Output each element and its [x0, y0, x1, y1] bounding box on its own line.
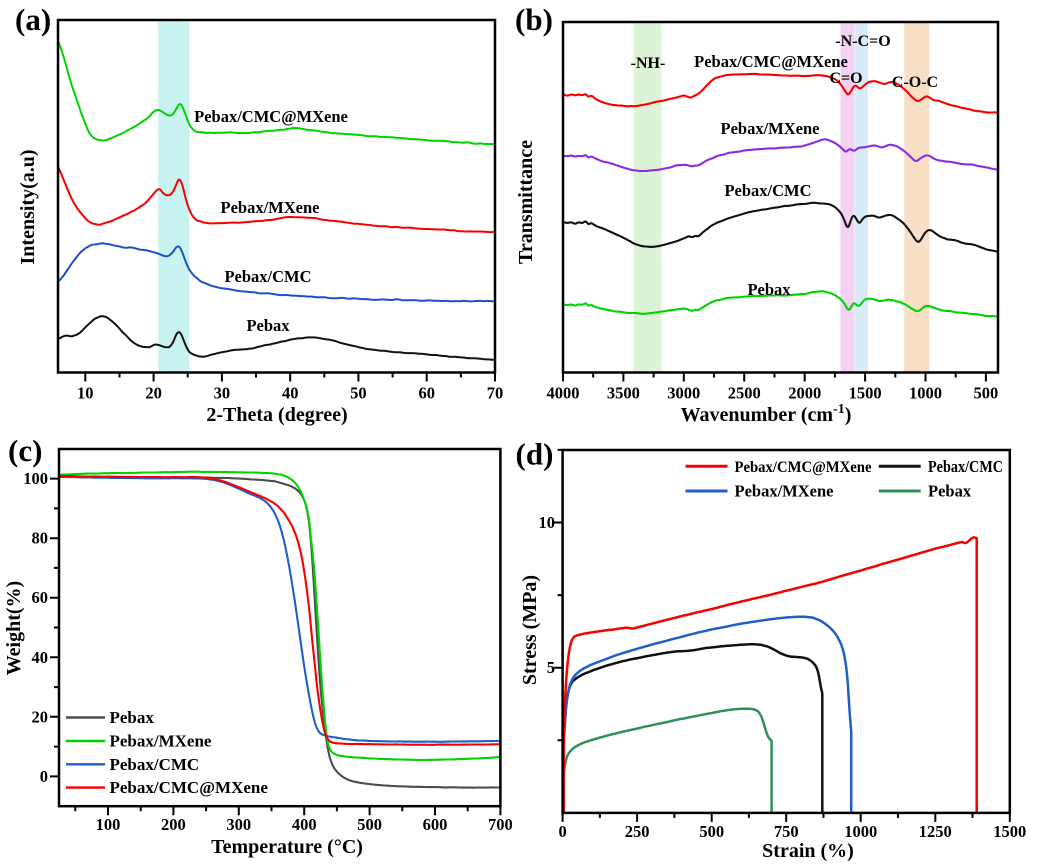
svg-text:-NH-: -NH- — [631, 55, 666, 72]
svg-text:(c): (c) — [8, 433, 42, 468]
svg-text:20: 20 — [145, 384, 162, 403]
svg-text:Pebax/CMC: Pebax/CMC — [724, 181, 811, 200]
svg-text:2000: 2000 — [788, 384, 821, 403]
svg-text:Pebax/CMC: Pebax/CMC — [928, 457, 1003, 476]
svg-text:Pebax/CMC@MXene: Pebax/CMC@MXene — [110, 778, 269, 797]
svg-text:0: 0 — [558, 822, 566, 841]
svg-text:Pebax: Pebax — [110, 708, 155, 727]
svg-text:Pebax/MXene: Pebax/MXene — [721, 119, 820, 138]
svg-text:0: 0 — [40, 767, 48, 786]
svg-text:1000: 1000 — [844, 822, 877, 841]
svg-text:Pebax/CMC: Pebax/CMC — [110, 755, 200, 774]
svg-text:40: 40 — [32, 648, 49, 667]
svg-text:Pebax: Pebax — [246, 316, 290, 335]
svg-text:40: 40 — [282, 384, 299, 403]
svg-text:70: 70 — [487, 384, 504, 403]
svg-text:500: 500 — [699, 822, 724, 841]
svg-text:700: 700 — [488, 815, 513, 834]
svg-text:1500: 1500 — [993, 822, 1026, 841]
svg-text:50: 50 — [350, 384, 367, 403]
svg-text:Intensity(a.u): Intensity(a.u) — [17, 149, 39, 264]
svg-text:1000: 1000 — [909, 384, 942, 403]
svg-text:(d): (d) — [516, 437, 554, 472]
svg-text:-N-C=O: -N-C=O — [835, 33, 890, 50]
svg-text:500: 500 — [974, 384, 999, 403]
svg-text:3500: 3500 — [607, 384, 640, 403]
svg-text:100: 100 — [96, 815, 121, 834]
svg-text:Pebax/CMC@MXene: Pebax/CMC@MXene — [194, 107, 348, 126]
svg-text:Pebax/MXene: Pebax/MXene — [735, 482, 834, 501]
svg-text:Pebax: Pebax — [928, 482, 972, 501]
svg-text:Temperature (°C): Temperature (°C) — [211, 836, 363, 858]
svg-text:Pebax: Pebax — [747, 280, 791, 299]
svg-text:500: 500 — [357, 815, 382, 834]
svg-text:20: 20 — [32, 707, 49, 726]
svg-text:4000: 4000 — [547, 384, 580, 403]
svg-text:3000: 3000 — [667, 384, 700, 403]
svg-text:600: 600 — [423, 815, 448, 834]
svg-text:(a): (a) — [15, 2, 51, 37]
svg-text:1250: 1250 — [919, 822, 952, 841]
svg-text:300: 300 — [226, 815, 251, 834]
svg-text:400: 400 — [292, 815, 317, 834]
svg-text:Stress (MPa): Stress (MPa) — [519, 575, 541, 685]
svg-text:60: 60 — [32, 588, 49, 607]
svg-text:Wavenumber (cm-1): Wavenumber (cm-1) — [681, 402, 852, 426]
svg-text:1500: 1500 — [849, 384, 882, 403]
svg-text:2-Theta (degree): 2-Theta (degree) — [206, 404, 347, 426]
svg-text:250: 250 — [625, 822, 650, 841]
svg-text:100: 100 — [23, 469, 48, 488]
svg-text:2500: 2500 — [728, 384, 761, 403]
svg-text:(b): (b) — [515, 2, 553, 37]
svg-text:Pebax/CMC@MXene: Pebax/CMC@MXene — [735, 459, 872, 476]
svg-text:Transmittance: Transmittance — [515, 140, 537, 264]
svg-text:10: 10 — [77, 384, 94, 403]
svg-text:30: 30 — [214, 384, 231, 403]
svg-text:750: 750 — [774, 822, 799, 841]
svg-text:C-O-C: C-O-C — [892, 74, 938, 91]
svg-text:Weight(%): Weight(%) — [3, 581, 25, 675]
svg-text:Pebax/MXene: Pebax/MXene — [221, 198, 320, 217]
svg-text:Strain (%): Strain (%) — [762, 840, 854, 862]
svg-text:C=O: C=O — [829, 70, 862, 87]
svg-text:80: 80 — [32, 529, 49, 548]
svg-text:Pebax/CMC: Pebax/CMC — [224, 267, 311, 286]
svg-text:Pebax/CMC@MXene: Pebax/CMC@MXene — [694, 52, 848, 71]
svg-text:200: 200 — [161, 815, 186, 834]
svg-text:5: 5 — [547, 658, 555, 677]
svg-text:60: 60 — [418, 384, 435, 403]
svg-text:Pebax/MXene: Pebax/MXene — [110, 732, 212, 751]
svg-text:10: 10 — [539, 513, 556, 532]
